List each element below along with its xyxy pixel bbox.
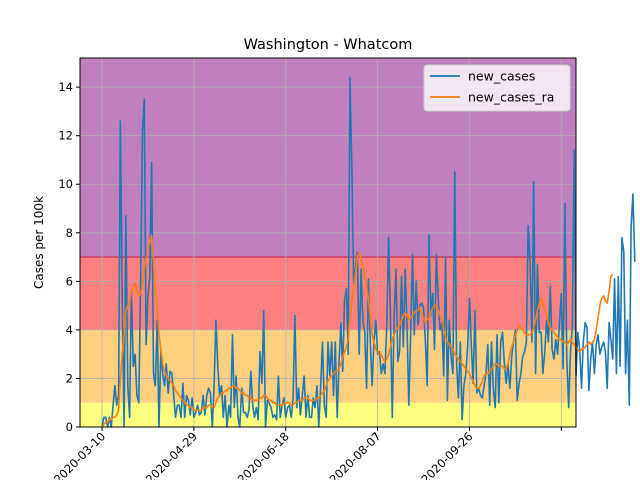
series-lines — [101, 76, 636, 428]
legend-box — [423, 64, 571, 112]
series-line-new_cases_ra — [101, 234, 614, 428]
risk-band-0 — [80, 402, 576, 427]
series-line-new_cases — [101, 76, 636, 428]
legend-label-new_cases: new_cases — [468, 69, 535, 84]
legend-label-new_cases_ra: new_cases_ra — [468, 90, 554, 105]
y-tick-label-0: 0 — [66, 420, 73, 434]
chart-title: Washington - Whatcom — [244, 37, 413, 53]
y-tick-label-6: 12 — [58, 129, 73, 143]
y-tick-label-7: 14 — [58, 80, 73, 94]
y-axis-label: Cases per 100k — [32, 196, 46, 289]
y-tick-label-2: 4 — [66, 323, 73, 337]
risk-band-2 — [80, 257, 576, 330]
y-tick-label-1: 2 — [66, 371, 73, 385]
x-tick-label-1: 2020-04-29 — [143, 429, 200, 480]
x-tick-label-4: 2020-09-26 — [418, 429, 475, 480]
y-tick-label-5: 10 — [58, 177, 73, 191]
plot-frame — [79, 57, 577, 428]
y-tick-label-3: 6 — [66, 274, 73, 288]
x-tick-label-0: 2020-03-10 — [51, 429, 108, 480]
x-tick-label-3: 2020-08-07 — [327, 429, 384, 480]
legend: new_cases new_cases_ra — [423, 64, 571, 112]
y-axis: 0 2 4 6 8 10 12 14 — [58, 80, 80, 434]
x-tick-label-2: 2020-06-18 — [235, 429, 292, 480]
y-tick-label-4: 8 — [66, 226, 73, 240]
x-axis: 2020-03-10 2020-04-29 2020-06-18 2020-08-07… — [51, 427, 562, 480]
